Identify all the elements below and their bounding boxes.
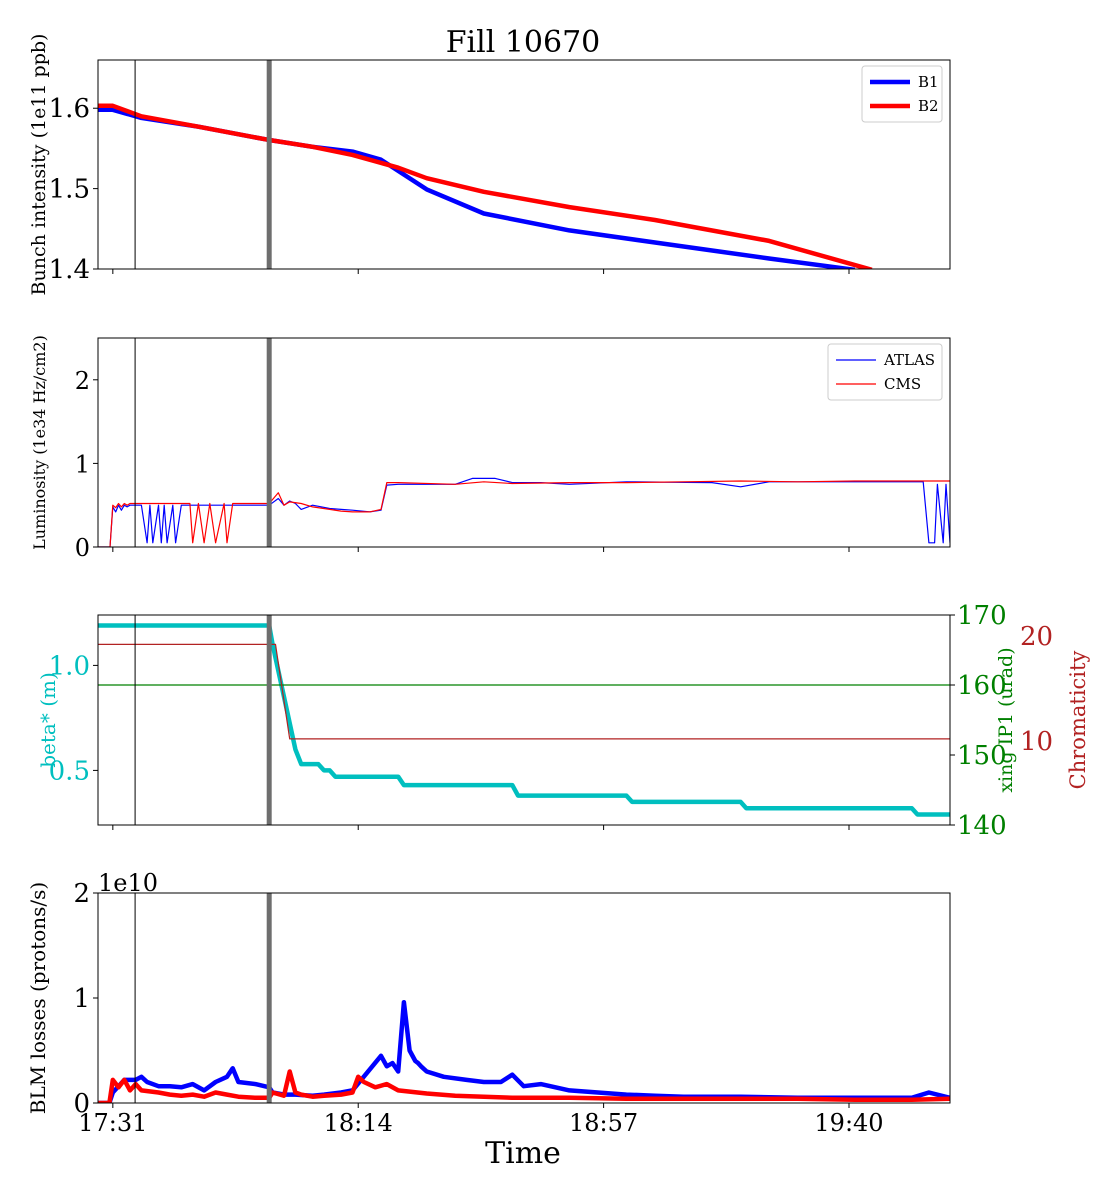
- y3-tick-label: 10: [1020, 727, 1053, 757]
- y-axis-label: Bunch intensity (1e11 ppb): [28, 34, 50, 296]
- series-line-chromaticity: [98, 643, 950, 740]
- series-line-atlas: [98, 477, 950, 547]
- y2-tick-label: 170: [957, 601, 1007, 631]
- y-tick-label: 2: [73, 879, 90, 909]
- plot-frame: [97, 59, 951, 270]
- y-tick-label: 0: [73, 1089, 90, 1119]
- legend-label: CMS: [884, 375, 921, 393]
- y-tick-label: 1.6: [49, 94, 90, 124]
- y-axis-label: BLM losses (protons/s): [26, 882, 50, 1114]
- plot-frame: [97, 614, 951, 826]
- y-tick-label: 1: [73, 984, 90, 1014]
- series-line-beta-: [98, 623, 950, 817]
- chart-panel-4: 17:31 18:14 18:57 19:40 0 1 2 BLM losses (proto…: [26, 869, 951, 1137]
- plot-frame: [97, 892, 951, 1104]
- y2-tick-label: 150: [957, 741, 1007, 771]
- x-tick-label: 19:40: [814, 1109, 883, 1137]
- y-tick-label: 1.4: [49, 255, 90, 285]
- series-group: [98, 103, 873, 269]
- series-line-b1: [98, 999, 950, 1103]
- x-tick-label: 17:31: [78, 1109, 147, 1137]
- plot-frame: [97, 337, 951, 548]
- y2-axis-label: xing IP1 (urad): [995, 647, 1017, 792]
- y-tick-label: 1: [75, 450, 90, 478]
- chart-panel-2: 0 1 2 Luminosity (1e34 Hz/cm2) ATLAS CMS: [30, 335, 951, 562]
- y-axis-label: beta* (m): [36, 672, 60, 768]
- series-line-cms: [98, 480, 950, 547]
- x-axis-label: Time: [485, 1136, 561, 1171]
- series-group: [98, 623, 950, 817]
- legend-box: [827, 343, 943, 401]
- y-axis-label: Luminosity (1e34 Hz/cm2): [30, 335, 49, 550]
- series-group: [98, 999, 950, 1103]
- figure-title: Fill 10670: [446, 25, 601, 60]
- series-group: [98, 477, 950, 547]
- series-line-b2: [98, 1069, 950, 1103]
- y3-tick-label: 20: [1020, 622, 1053, 652]
- y-tick-label: 2: [75, 367, 90, 395]
- series-line-b2: [98, 103, 873, 269]
- legend-label: B1: [918, 73, 939, 91]
- y3-axis-label: Chromaticity: [1066, 651, 1090, 790]
- legend-label: B2: [918, 97, 939, 115]
- y2-tick-label: 160: [957, 671, 1007, 701]
- y-tick-label: 1.0: [49, 651, 90, 681]
- y-tick-label: 0: [75, 534, 90, 562]
- x-tick-label: 18:14: [324, 1109, 393, 1137]
- y-tick-label: 0.5: [49, 756, 90, 786]
- y2-tick-label: 140: [957, 811, 1007, 841]
- legend-label: ATLAS: [883, 351, 935, 369]
- y-scale-label: 1e10: [98, 869, 158, 897]
- y-tick-label: 1.5: [49, 175, 90, 205]
- x-tick-label: 18:57: [569, 1109, 638, 1137]
